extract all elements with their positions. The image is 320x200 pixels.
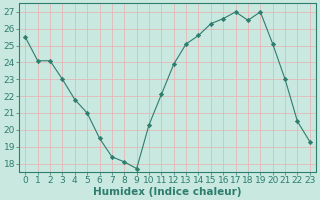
X-axis label: Humidex (Indice chaleur): Humidex (Indice chaleur) xyxy=(93,187,242,197)
